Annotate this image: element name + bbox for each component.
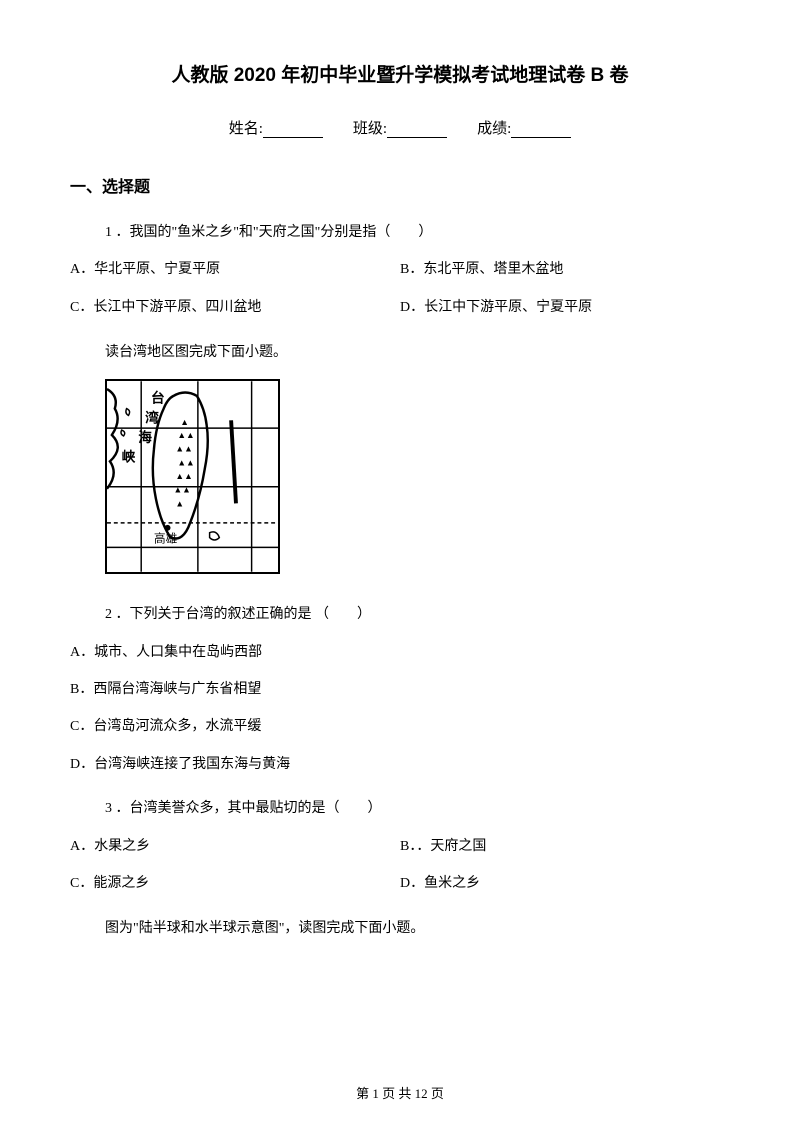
svg-text:海: 海 xyxy=(138,429,152,445)
q1-option-a: A．华北平原、宁夏平原 xyxy=(70,259,400,281)
q1-stem: 我国的"鱼米之乡"和"天府之国"分别是指（ ） xyxy=(130,225,433,240)
exam-title: 人教版 2020 年初中毕业暨升学模拟考试地理试卷 B 卷 xyxy=(70,60,730,87)
q3-option-c: C．能源之乡 xyxy=(70,873,400,895)
q2-stem: 下列关于台湾的叙述正确的是 （ ） xyxy=(130,607,372,622)
q1-text: 1 ．我国的"鱼米之乡"和"天府之国"分别是指（ ） xyxy=(70,222,730,244)
svg-text:▲▲: ▲▲ xyxy=(175,444,192,454)
svg-text:▲▲: ▲▲ xyxy=(173,485,190,495)
student-info-line: 姓名: 班级: 成绩: xyxy=(70,117,730,138)
svg-text:湾: 湾 xyxy=(145,409,159,425)
svg-text:▲▲: ▲▲ xyxy=(177,430,194,440)
svg-text:▲: ▲ xyxy=(175,498,184,508)
q1-option-b: B．东北平原、塔里木盆地 xyxy=(400,259,730,281)
instruction-2: 图为"陆半球和水半球示意图"，读图完成下面小题。 xyxy=(70,917,730,937)
q1-number: 1 ． xyxy=(105,225,130,240)
svg-text:▲: ▲ xyxy=(180,417,189,427)
question-3: 3 ．台湾美誉众多，其中最贴切的是（ ） A．水果之乡 B．．天府之国 C．能源… xyxy=(70,798,730,895)
q2-option-b: B．西隔台湾海峡与广东省相望 xyxy=(70,679,730,701)
q2-option-c: C．台湾岛河流众多，水流平缓 xyxy=(70,716,730,738)
page-footer: 第 1 页 共 12 页 xyxy=(0,1083,800,1102)
q3-option-b: B．．天府之国 xyxy=(400,836,730,858)
taiwan-map: ▲ ▲▲ ▲▲ ▲▲ ▲▲ ▲▲ ▲ 台 湾 海 峡 高雄 xyxy=(70,379,730,579)
score-label: 成绩: xyxy=(477,117,511,138)
q1-option-d: D．长江中下游平原、宁夏平原 xyxy=(400,297,730,319)
svg-text:峡: 峡 xyxy=(122,449,136,465)
instruction-1: 读台湾地区图完成下面小题。 xyxy=(70,341,730,361)
question-2: 2 ．下列关于台湾的叙述正确的是 （ ） A．城市、人口集中在岛屿西部 B．西隔… xyxy=(70,604,730,776)
svg-text:台: 台 xyxy=(151,390,165,406)
q3-stem: 台湾美誉众多，其中最贴切的是（ ） xyxy=(130,801,382,816)
svg-text:高雄: 高雄 xyxy=(154,532,178,546)
class-label: 班级: xyxy=(353,117,387,138)
svg-text:▲▲: ▲▲ xyxy=(175,471,192,481)
q2-option-a: A．城市、人口集中在岛屿西部 xyxy=(70,642,730,664)
question-1: 1 ．我国的"鱼米之乡"和"天府之国"分别是指（ ） A．华北平原、宁夏平原 B… xyxy=(70,222,730,319)
q3-option-d: D．鱼米之乡 xyxy=(400,873,730,895)
class-blank[interactable] xyxy=(387,122,447,138)
q2-option-d: D．台湾海峡连接了我国东海与黄海 xyxy=(70,754,730,776)
q3-text: 3 ．台湾美誉众多，其中最贴切的是（ ） xyxy=(70,798,730,820)
q1-option-c: C．长江中下游平原、四川盆地 xyxy=(70,297,400,319)
section-header: 一、选择题 xyxy=(70,173,730,197)
q3-number: 3 ． xyxy=(105,801,130,816)
q3-option-a: A．水果之乡 xyxy=(70,836,400,858)
svg-text:▲▲: ▲▲ xyxy=(177,457,194,467)
name-blank[interactable] xyxy=(263,122,323,138)
name-label: 姓名: xyxy=(229,117,263,138)
score-blank[interactable] xyxy=(511,122,571,138)
taiwan-map-svg: ▲ ▲▲ ▲▲ ▲▲ ▲▲ ▲▲ ▲ 台 湾 海 峡 高雄 xyxy=(105,379,280,574)
q2-text: 2 ．下列关于台湾的叙述正确的是 （ ） xyxy=(70,604,730,626)
q2-number: 2 ． xyxy=(105,607,130,622)
